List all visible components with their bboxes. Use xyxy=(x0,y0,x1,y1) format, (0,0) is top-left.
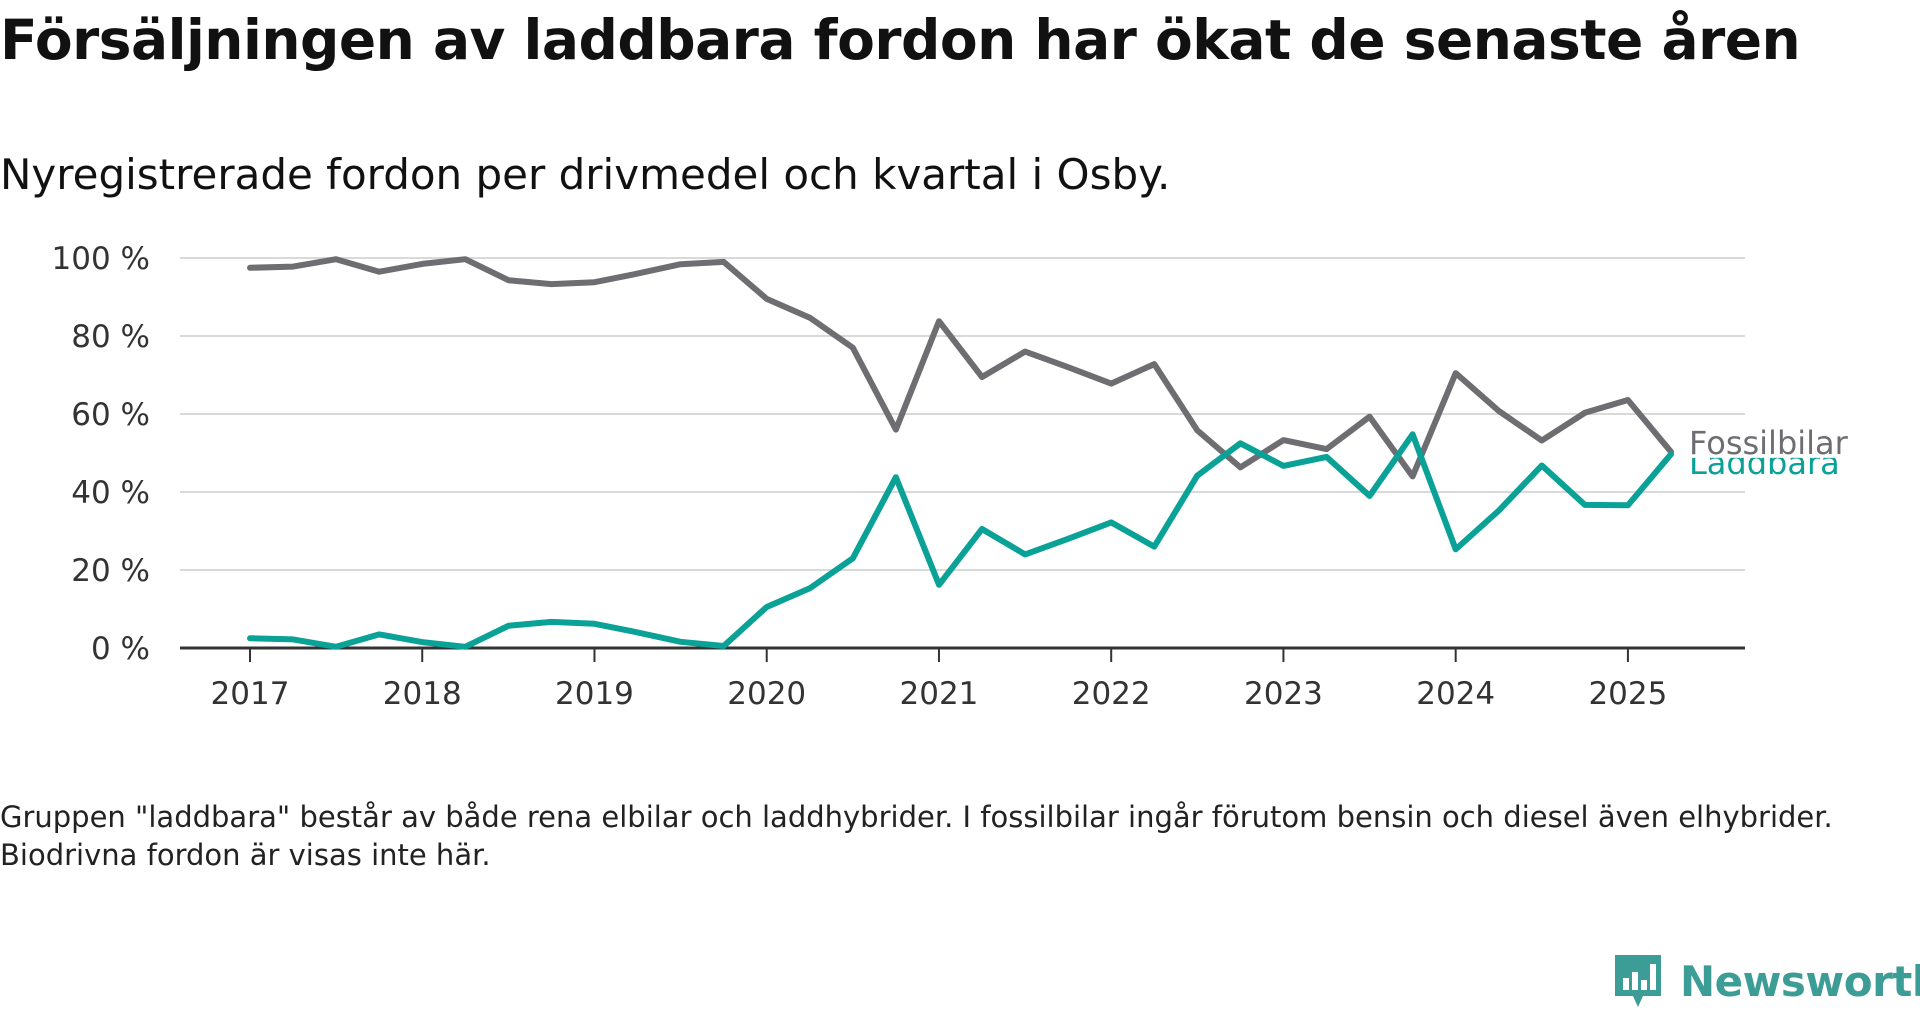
y-tick-label: 80 % xyxy=(71,319,150,355)
footnote: Gruppen "laddbara" består av både rena e… xyxy=(0,800,1833,872)
x-tick-label: 2025 xyxy=(1588,676,1667,712)
x-tick-label: 2019 xyxy=(555,676,634,712)
brand-name: Newsworthy xyxy=(1680,956,1920,1006)
newsworthy-logo: Newsworthy xyxy=(1612,952,1920,1010)
x-tick-label: 2017 xyxy=(211,676,290,712)
y-tick-label: 60 % xyxy=(71,397,150,433)
chart-title: Försäljningen av laddbara fordon har öka… xyxy=(0,8,1801,72)
x-tick-label: 2018 xyxy=(383,676,462,712)
newsworthy-logo-icon xyxy=(1615,955,1661,1007)
series-label-background xyxy=(1684,421,1865,458)
series-label-fossilbilar: Fossilbilar xyxy=(1689,424,1849,462)
y-tick-label: 40 % xyxy=(71,475,150,511)
line-chart: 0 % 20 % 40 % 60 % 80 % 100 % 2017 2018 2019 202… xyxy=(51,241,1865,712)
y-tick-label: 100 % xyxy=(52,241,150,277)
x-tick-label: 2020 xyxy=(727,676,806,712)
series-line-laddbara xyxy=(247,431,1674,650)
y-tick-label: 0 % xyxy=(91,631,150,667)
x-tick-label: 2023 xyxy=(1244,676,1323,712)
chart-subtitle: Nyregistrerade fordon per drivmedel och … xyxy=(0,150,1171,199)
x-tick-label: 2022 xyxy=(1072,676,1151,712)
x-tick-label: 2021 xyxy=(900,676,979,712)
series-line-fossilbilar xyxy=(247,256,1674,480)
x-tick-label: 2024 xyxy=(1416,676,1495,712)
y-tick-label: 20 % xyxy=(71,553,150,589)
